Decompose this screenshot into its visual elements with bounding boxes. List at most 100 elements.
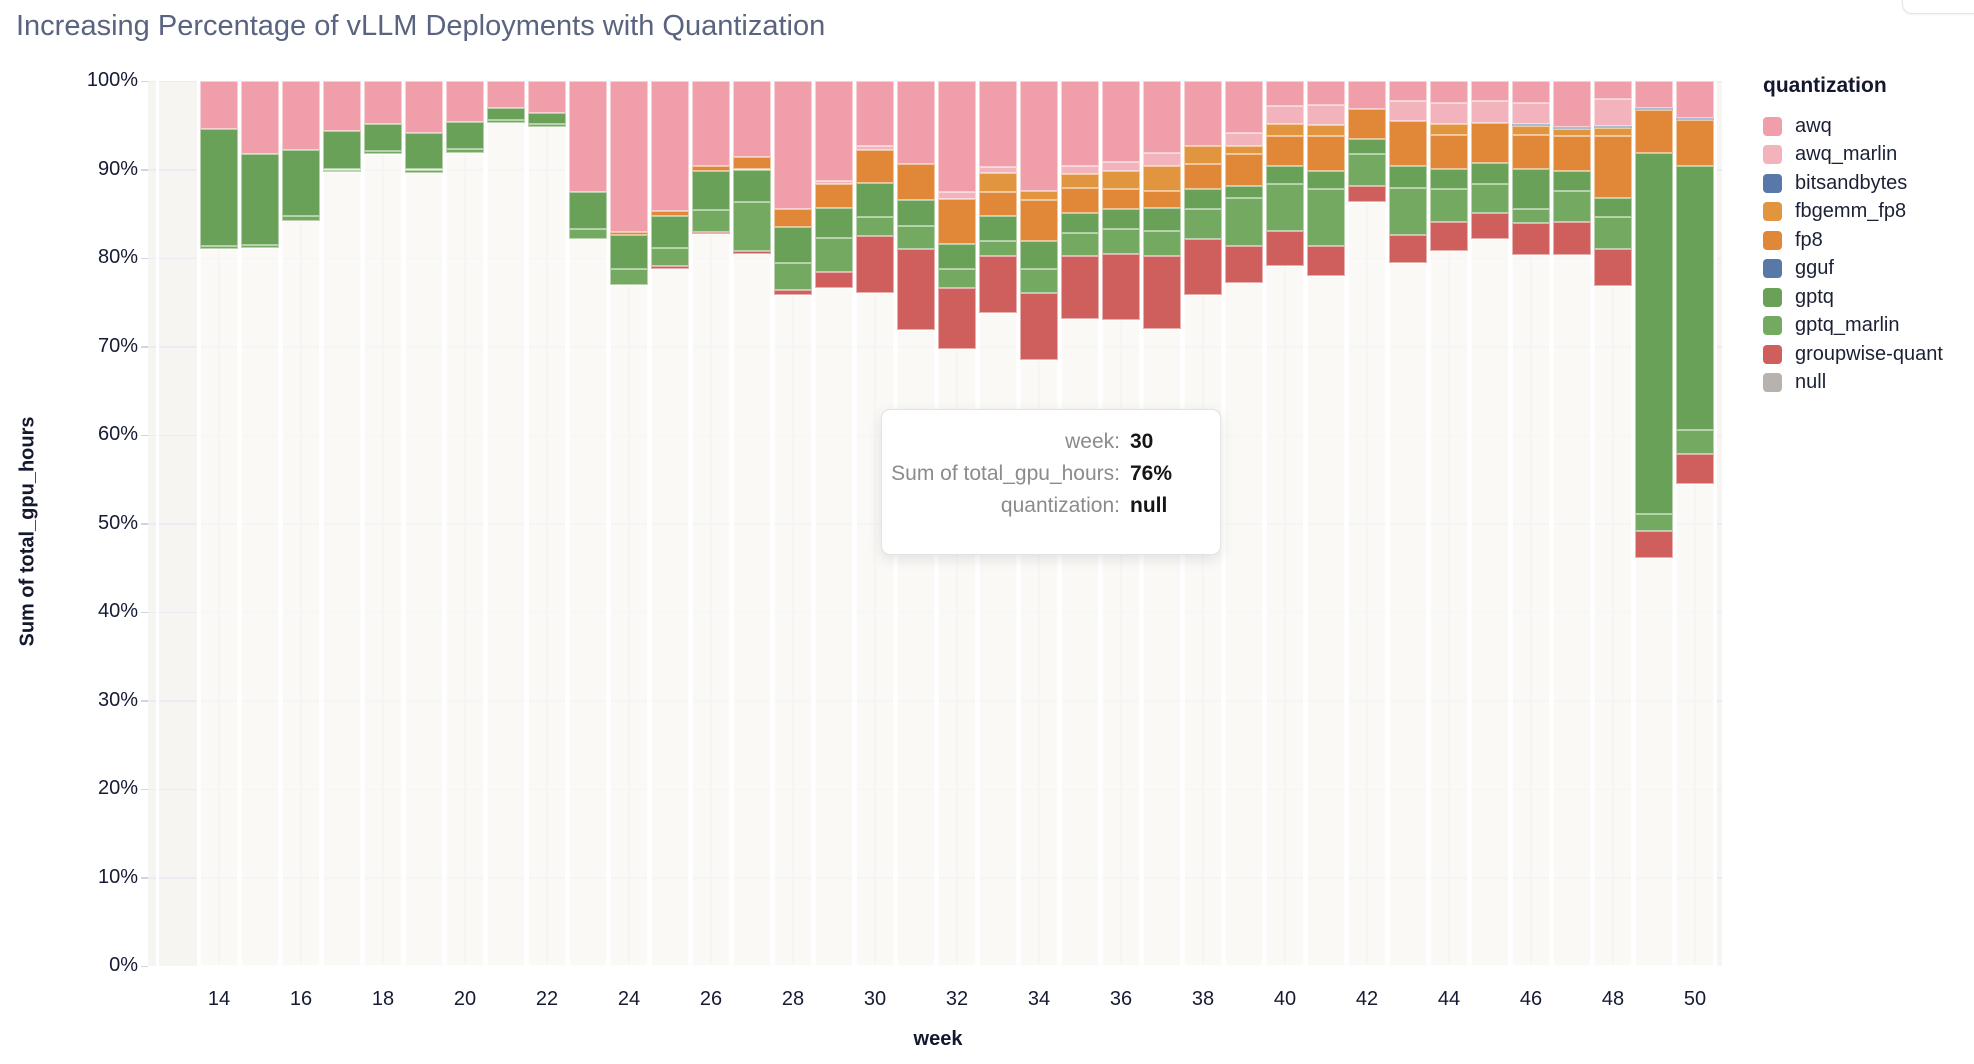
bar-segment-gptq_marlin[interactable] [528,124,566,127]
bar-segment-groupwise-quant[interactable] [733,250,771,254]
bar-segment-gptq_marlin[interactable] [1020,268,1058,294]
bar-segment-null[interactable] [1389,263,1427,966]
bar-segment-awq_marlin[interactable] [1471,101,1509,123]
bar-segment-gptq_marlin[interactable] [487,119,525,123]
bar-segment-gptq[interactable] [282,150,320,216]
bar-segment-fp8[interactable] [815,183,853,208]
bar-segment-fp8[interactable] [1020,199,1058,242]
bar-segment-bitsandbytes[interactable] [1635,108,1673,111]
bar-segment-awq[interactable] [1512,81,1550,104]
bar-segment-groupwise-quant[interactable] [1225,245,1263,283]
bar-segment-null[interactable] [323,172,361,966]
bar-segment-null[interactable] [241,248,279,966]
bar-segment-gptq_marlin[interactable] [323,169,361,173]
bar-segment-fbgemm_fp8[interactable] [1143,165,1181,191]
bar-segment-groupwise-quant[interactable] [692,232,730,235]
bar-segment-fp8[interactable] [1430,134,1468,169]
bar-segment-null[interactable] [1676,483,1714,966]
bar-segment-gptq[interactable] [1594,197,1632,218]
bar-segment-gptq[interactable] [610,234,648,269]
bar-segment-gptq[interactable] [1553,171,1591,191]
bar-segment-awq[interactable] [897,81,935,165]
bar-segment-gptq[interactable] [487,108,525,120]
bar-segment-fbgemm_fp8[interactable] [1102,171,1140,189]
bar-segment-null[interactable] [405,173,443,966]
legend-item-gptq_marlin[interactable]: gptq_marlin [1763,312,1963,341]
bar-segment-groupwise-quant[interactable] [1348,186,1386,203]
bar-segment-awq_marlin[interactable] [1430,103,1468,125]
bar-segment-groupwise-quant[interactable] [1143,256,1181,329]
bar-segment-gptq[interactable] [1512,168,1550,210]
bar-segment-awq[interactable] [1430,81,1468,104]
toolbar-card[interactable] [1902,0,1974,14]
bar-segment-gptq_marlin[interactable] [856,217,894,236]
legend-item-groupwise-quant[interactable]: groupwise-quant [1763,340,1963,369]
bar-segment-null[interactable] [651,268,689,966]
bar-segment-null[interactable] [569,239,607,966]
bar-segment-awq[interactable] [446,81,484,122]
bar-segment-fp8[interactable] [774,209,812,227]
bar-segment-gptq_marlin[interactable] [815,237,853,273]
bar-segment-null[interactable] [774,295,812,966]
bar-segment-awq[interactable] [979,81,1017,167]
bar-segment-gptq_marlin[interactable] [1348,153,1386,187]
bar-segment-fp8[interactable] [1184,164,1222,189]
bar-segment-fp8[interactable] [897,164,935,200]
bar-segment-fp8[interactable] [1102,188,1140,210]
bar-segment-gptq_marlin[interactable] [446,149,484,153]
bar-segment-gptq[interactable] [446,121,484,150]
bar-segment-gptq_marlin[interactable] [1389,188,1427,235]
bar-segment-awq[interactable] [1348,81,1386,110]
bar-segment-gptq[interactable] [979,216,1017,242]
bar-segment-groupwise-quant[interactable] [856,235,894,294]
bar-segment-null[interactable] [692,234,730,966]
bar-segment-awq[interactable] [1225,81,1263,134]
bar-segment-fp8[interactable] [610,232,648,235]
bar-segment-awq[interactable] [241,81,279,154]
bar-segment-awq[interactable] [856,81,894,146]
bar-segment-gptq[interactable] [1348,139,1386,154]
bar-segment-gptq_marlin[interactable] [774,263,812,290]
bar-segment-gptq_marlin[interactable] [282,215,320,221]
bar-segment-fp8[interactable] [1061,188,1099,213]
bar-segment-groupwise-quant[interactable] [1102,254,1140,320]
bar-segment-gptq_marlin[interactable] [897,226,935,250]
bar-segment-awq[interactable] [733,81,771,158]
bar-segment-awq[interactable] [323,81,361,131]
bar-segment-fbgemm_fp8[interactable] [1184,145,1222,165]
bar-segment-groupwise-quant[interactable] [1020,293,1058,360]
bar-segment-gptq_marlin[interactable] [1102,228,1140,255]
bar-segment-groupwise-quant[interactable] [897,249,935,330]
bar-segment-awq[interactable] [1676,81,1714,119]
bar-segment-null[interactable] [1184,295,1222,966]
bar-segment-groupwise-quant[interactable] [1184,239,1222,296]
bar-segment-gptq[interactable] [1389,165,1427,189]
bar-segment-gptq_marlin[interactable] [364,150,402,154]
bar-segment-gptq_marlin[interactable] [200,245,238,250]
bar-segment-gptq_marlin[interactable] [733,202,771,251]
bar-segment-awq_marlin[interactable] [1307,104,1345,126]
legend-item-gguf[interactable]: gguf [1763,255,1963,284]
bar-segment-gptq[interactable] [1225,186,1263,198]
bar-segment-awq[interactable] [1471,81,1509,102]
bar-segment-bitsandbytes[interactable] [1594,126,1632,129]
bar-segment-awq[interactable] [1389,81,1427,102]
bar-segment-fp8[interactable] [1635,110,1673,153]
bar-segment-awq_marlin[interactable] [938,191,976,199]
bar-segment-null[interactable] [1225,282,1263,966]
bar-segment-awq_marlin[interactable] [1225,133,1263,146]
bar-segment-gptq_marlin[interactable] [1430,188,1468,222]
bar-segment-fp8[interactable] [1348,109,1386,140]
bar-segment-gptq_marlin[interactable] [1061,233,1099,257]
legend-item-fbgemm_fp8[interactable]: fbgemm_fp8 [1763,198,1963,227]
legend-item-gptq[interactable]: gptq [1763,283,1963,312]
bar-segment-gptq[interactable] [200,128,238,246]
bar-segment-gptq[interactable] [364,124,402,151]
bar-segment-groupwise-quant[interactable] [938,288,976,350]
bar-segment-awq[interactable] [1020,81,1058,191]
bar-segment-awq[interactable] [774,81,812,210]
bar-segment-awq[interactable] [282,81,320,151]
bar-segment-null[interactable] [1307,275,1345,966]
bar-segment-gptq_marlin[interactable] [1594,217,1632,250]
bar-segment-gptq[interactable] [733,169,771,203]
